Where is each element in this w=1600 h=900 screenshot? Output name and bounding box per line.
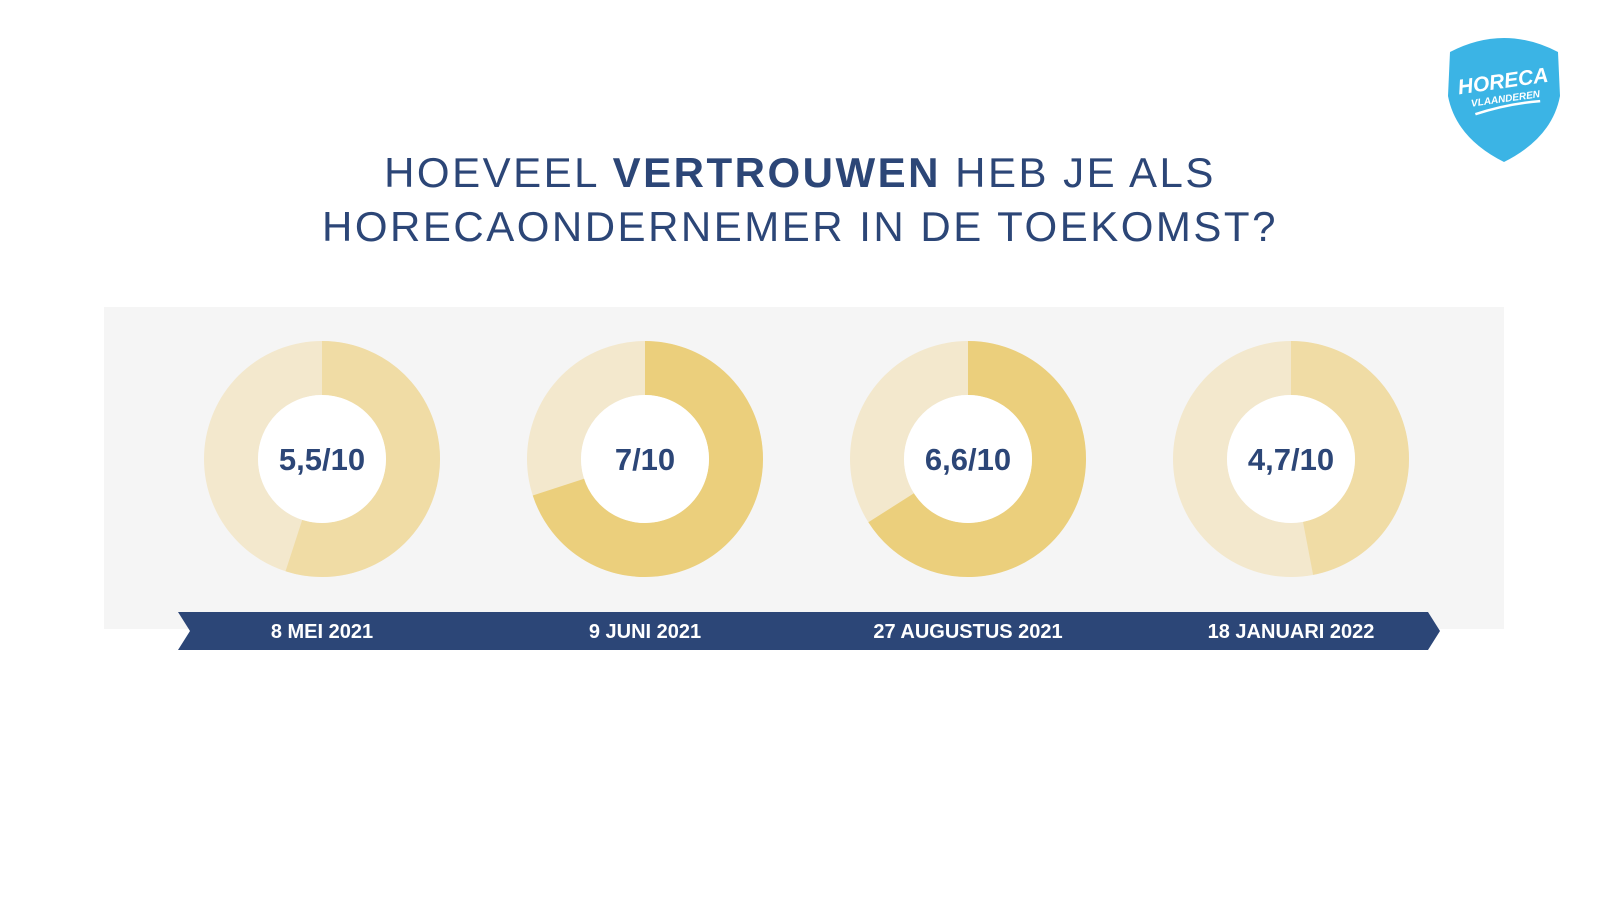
donut-slice-9-juni-2021 [532, 341, 763, 577]
donut-hole-9-juni-2021 [581, 395, 709, 523]
date-label-group: 8 MEI 2021 9 JUNI 2021 27 AUGUSTUS 2021 18 … [271, 621, 1375, 643]
page-title: HOEVEEL VERTROUWEN HEB JE ALS HORECAONDE… [0, 146, 1600, 254]
donut-group: 5,5/10 7/10 6,6/10 4,7/10 [204, 341, 1409, 577]
horeca-vlaanderen-logo: HORECA VLAANDEREN [1448, 38, 1560, 162]
logo-shield [1448, 38, 1560, 162]
title-line1-bold: VERTROUWEN [612, 149, 941, 196]
donut-slice-18-januari-2022 [1290, 341, 1409, 575]
donut-value-label-8-mei-2021: 5,5/10 [279, 442, 365, 477]
donut-hole-27-augustus-2021 [904, 395, 1032, 523]
title-line1-pre: HOEVEEL [384, 149, 613, 196]
date-label-9-juni-2021: 9 JUNI 2021 [589, 621, 701, 643]
donut-value-label-27-augustus-2021: 6,6/10 [925, 442, 1011, 477]
logo-swoosh [1474, 99, 1541, 116]
date-label-27-augustus-2021: 27 AUGUSTUS 2021 [873, 621, 1062, 643]
donut-hole-8-mei-2021 [258, 395, 386, 523]
donut-hole-18-januari-2022 [1227, 395, 1355, 523]
donut-slice-27-augustus-2021 [868, 341, 1086, 577]
date-label-8-mei-2021: 8 MEI 2021 [271, 621, 373, 643]
title-line1-post: HEB JE ALS [940, 149, 1216, 196]
donut-value-label-9-juni-2021: 7/10 [615, 442, 675, 477]
donut-value-label-18-januari-2022: 4,7/10 [1248, 442, 1334, 477]
date-label-18-januari-2022: 18 JANUARI 2022 [1208, 621, 1375, 643]
donut-slice-8-mei-2021 [285, 341, 440, 577]
timeline-ribbon [178, 612, 1440, 650]
title-line2: HORECAONDERNEMER IN DE TOEKOMST? [322, 203, 1278, 250]
